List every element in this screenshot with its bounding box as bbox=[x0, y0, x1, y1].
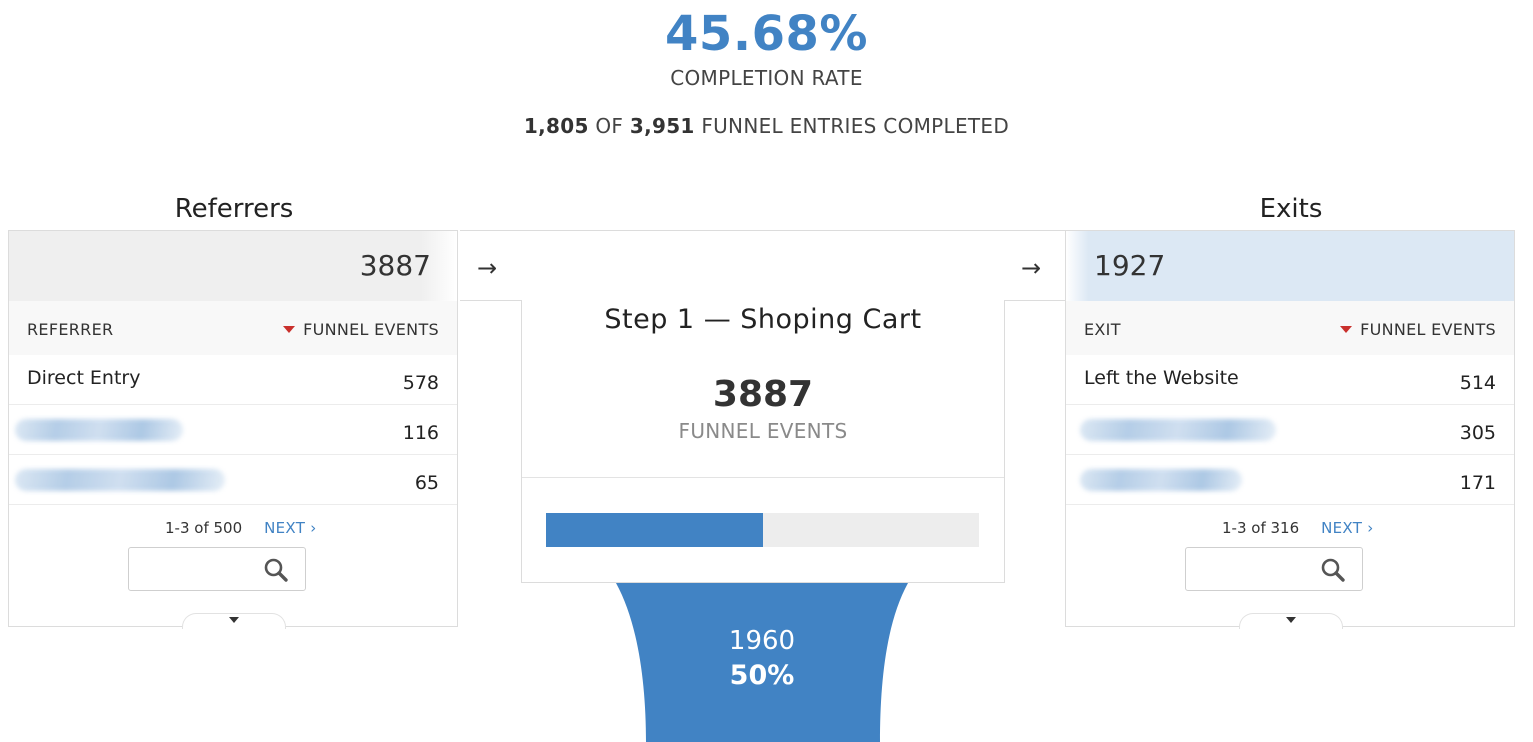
caret-down-icon bbox=[1286, 617, 1296, 623]
exit-column-header[interactable]: EXIT bbox=[1084, 320, 1121, 339]
referrer-name: Direct Entry bbox=[27, 367, 141, 389]
exit-count: 305 bbox=[1459, 422, 1496, 444]
completion-rate-value: 45.68% bbox=[665, 6, 868, 62]
step-divider bbox=[522, 477, 1004, 478]
step-event-label: FUNNEL EVENTS bbox=[678, 419, 848, 443]
table-row[interactable]: Left the Website 514 bbox=[1066, 355, 1514, 405]
flow-count: 1960 bbox=[728, 626, 796, 656]
blurred-referrer-name bbox=[15, 419, 183, 441]
funnel-events-column-label: FUNNEL EVENTS bbox=[303, 320, 439, 339]
funnel-flow-shape bbox=[616, 583, 908, 742]
sort-desc-icon bbox=[283, 326, 296, 333]
funnel-events-column-label: FUNNEL EVENTS bbox=[1360, 320, 1496, 339]
exits-page-range: 1-3 of 316 bbox=[1222, 519, 1300, 537]
referrers-search-box[interactable] bbox=[128, 547, 306, 591]
exits-total: 1927 bbox=[1066, 231, 1514, 301]
search-icon[interactable] bbox=[263, 557, 289, 583]
step-progress-fill bbox=[546, 513, 763, 547]
flow-percent: 50% bbox=[729, 660, 795, 691]
search-icon[interactable] bbox=[1320, 557, 1346, 583]
blurred-exit-name bbox=[1080, 469, 1242, 491]
caret-down-icon bbox=[229, 617, 239, 623]
table-row[interactable]: 305 bbox=[1066, 405, 1514, 455]
referrers-title: Referrers bbox=[174, 194, 294, 224]
step-title: Step 1 — Shoping Cart bbox=[604, 304, 922, 335]
table-row[interactable]: 171 bbox=[1066, 455, 1514, 505]
referrers-table-header: REFERRER FUNNEL EVENTS bbox=[9, 301, 457, 355]
table-row[interactable]: 116 bbox=[9, 405, 457, 455]
referrers-next-link[interactable]: NEXT › bbox=[264, 519, 317, 537]
exits-search-input[interactable] bbox=[1192, 552, 1316, 588]
table-row[interactable]: 65 bbox=[9, 455, 457, 505]
step-connector-line-right bbox=[1004, 300, 1066, 301]
referrers-total: 3887 bbox=[9, 231, 457, 301]
exit-count: 514 bbox=[1459, 372, 1496, 394]
referrers-list: Direct Entry 578 116 65 bbox=[9, 355, 457, 505]
referrers-pager: 1-3 of 500 NEXT › bbox=[165, 519, 317, 537]
arrow-right-icon: → bbox=[477, 254, 498, 282]
exit-count: 171 bbox=[1459, 472, 1496, 494]
arrow-right-icon: → bbox=[1021, 254, 1042, 282]
exits-expand-button[interactable] bbox=[1239, 613, 1343, 629]
completed-count: 1,805 bbox=[523, 114, 589, 138]
referrer-count: 116 bbox=[402, 422, 439, 444]
referrer-count: 578 bbox=[402, 372, 439, 394]
referrers-expand-button[interactable] bbox=[182, 613, 286, 629]
referrers-page-range: 1-3 of 500 bbox=[165, 519, 243, 537]
blurred-exit-name bbox=[1080, 419, 1276, 441]
step-connector-line-left bbox=[460, 300, 522, 301]
exits-title: Exits bbox=[1259, 194, 1323, 224]
funnel-entries-summary: 1,805 OF 3,951 FUNNEL ENTRIES COMPLETED bbox=[0, 114, 1533, 138]
of-text: OF bbox=[595, 114, 624, 138]
referrers-panel: 3887 REFERRER FUNNEL EVENTS Direct Entry… bbox=[8, 230, 458, 629]
exits-next-link[interactable]: NEXT › bbox=[1321, 519, 1374, 537]
sort-desc-icon bbox=[1340, 326, 1353, 333]
exits-pager: 1-3 of 316 NEXT › bbox=[1222, 519, 1374, 537]
exits-panel: 1927 EXIT FUNNEL EVENTS Left the Website… bbox=[1065, 230, 1515, 629]
step-event-count: 3887 bbox=[712, 374, 814, 415]
total-entries-count: 3,951 bbox=[629, 114, 695, 138]
referrer-count: 65 bbox=[414, 472, 439, 494]
funnel-events-column-header[interactable]: FUNNEL EVENTS bbox=[283, 320, 439, 339]
table-row[interactable]: Direct Entry 578 bbox=[9, 355, 457, 405]
exits-list: Left the Website 514 305 171 bbox=[1066, 355, 1514, 505]
exit-name: Left the Website bbox=[1084, 367, 1239, 389]
blurred-referrer-name bbox=[15, 469, 225, 491]
funnel-events-column-header[interactable]: FUNNEL EVENTS bbox=[1340, 320, 1496, 339]
exits-search-box[interactable] bbox=[1185, 547, 1363, 591]
entries-text: FUNNEL ENTRIES COMPLETED bbox=[701, 114, 1010, 138]
step-card: Step 1 — Shoping Cart 3887 FUNNEL EVENTS bbox=[521, 300, 1005, 583]
completion-rate-label: COMPLETION RATE bbox=[670, 66, 863, 90]
referrers-search-input[interactable] bbox=[135, 552, 259, 588]
step-connector bbox=[460, 230, 1065, 301]
exits-table-header: EXIT FUNNEL EVENTS bbox=[1066, 301, 1514, 355]
referrer-column-header[interactable]: REFERRER bbox=[27, 320, 114, 339]
step-progress-bar bbox=[546, 513, 979, 547]
